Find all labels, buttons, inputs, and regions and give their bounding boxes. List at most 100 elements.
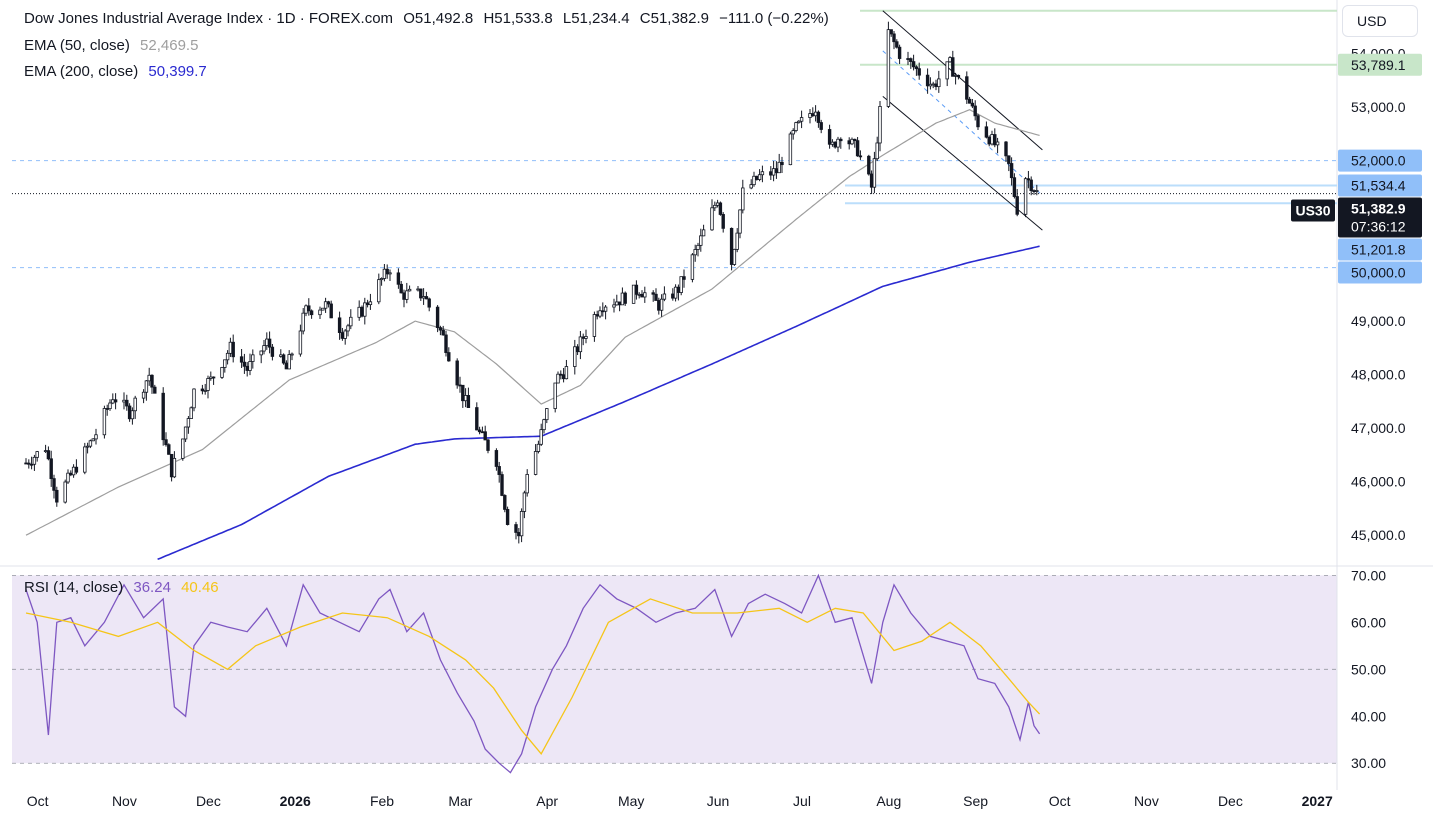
candle-body [595,314,599,317]
candle-body [419,288,423,299]
candle-body [581,336,585,339]
candle-body [483,431,487,441]
candle-body [1004,141,1008,157]
candle-body [774,168,779,174]
candle-body [55,489,59,503]
candle-body [127,405,132,420]
rsi-label: RSI (14, close) [24,579,124,596]
candle-body [575,346,580,353]
candle-body [200,388,205,392]
rsi-band [12,574,1337,764]
candle-body [780,161,784,166]
candle-body [318,309,322,316]
candle-body [150,374,154,388]
candle-body [654,293,658,301]
candle-body [791,130,795,135]
price-label-box [1338,53,1422,76]
price-tick-label: 46,000.0 [1351,474,1406,490]
candle-body [718,202,723,215]
candle-body [298,330,303,355]
candle-body [379,278,384,281]
candle-body [1023,178,1028,215]
candle-body [265,338,269,347]
candle-body [741,187,745,211]
candle-body [732,248,737,265]
rsi-band-fill [12,575,1337,764]
price-tick-label: 48,000.0 [1351,367,1406,383]
candle-body [836,138,840,148]
rsi-legend[interactable]: RSI (14, close) 36.24 40.46 [24,579,225,596]
candle-body [1012,177,1017,197]
candle-body [497,466,501,475]
candle-body [769,171,773,176]
candle-body [847,140,851,145]
candle-body [323,301,328,309]
candle-body [886,29,891,107]
candle-body [679,276,683,293]
header-legend: Dow Jones Industrial Average Index · 1D … [24,10,835,27]
candle-body [539,429,543,445]
ema200-legend[interactable]: EMA (200, close) 50,399.7 [24,63,213,80]
candle-body [203,390,207,392]
candle-body [948,57,952,63]
candle-body [931,83,935,86]
candle-body [909,58,913,62]
candle-body [85,445,90,448]
candle-body [49,458,53,480]
candle-body [223,359,227,368]
candle-body [43,450,48,453]
price-levels [12,9,1337,269]
time-tick-label: Dec [196,793,221,809]
candle-body [133,397,137,412]
candle-body [990,134,994,145]
candle-body [357,306,361,318]
candle-body [144,380,149,393]
candle-body [601,310,605,313]
candle-body [475,407,479,431]
candle-body [965,76,969,100]
candle-body [329,303,333,319]
candle-body [382,268,387,279]
candle-body [928,83,933,87]
candle-body [533,451,538,475]
candle-body [855,140,860,157]
candle-body [715,202,720,206]
candle-body [612,304,616,308]
candle-body [1026,178,1031,181]
price-tick-label: 49,000.0 [1351,313,1406,329]
candle-body [799,117,804,122]
candle-body [167,444,171,455]
candle-body [556,373,560,384]
candle-body [729,227,734,265]
candle-body [35,451,39,458]
candle-body [945,61,949,80]
price-tick-label: 53,000.0 [1351,99,1406,115]
currency-button[interactable]: USD [1342,5,1418,37]
candle-body [657,300,661,311]
rsi-tick-label: 40.00 [1351,708,1386,724]
candle-body [29,463,34,466]
candle-body [169,453,174,478]
candle-body [713,204,717,209]
candle-body [399,283,403,294]
candle-body [94,434,98,440]
candle-body [721,214,725,229]
symbol-tag-box [1291,199,1335,222]
candle-body [407,288,412,292]
candle-body [682,276,686,280]
candle-body [262,345,266,352]
ema200-label: EMA (200, close) [24,63,139,80]
candle-body [461,384,465,402]
candle-body [122,399,126,403]
candle-body [337,317,342,333]
candle-body [192,388,196,409]
candle-body [463,395,468,402]
candle-body [225,352,230,361]
ema50-legend[interactable]: EMA (50, close) 52,469.5 [24,37,204,54]
candle-body [808,113,812,118]
candle-body [536,443,541,452]
candle-body [245,365,249,371]
candle-body [811,113,815,117]
candle-body [66,472,70,483]
